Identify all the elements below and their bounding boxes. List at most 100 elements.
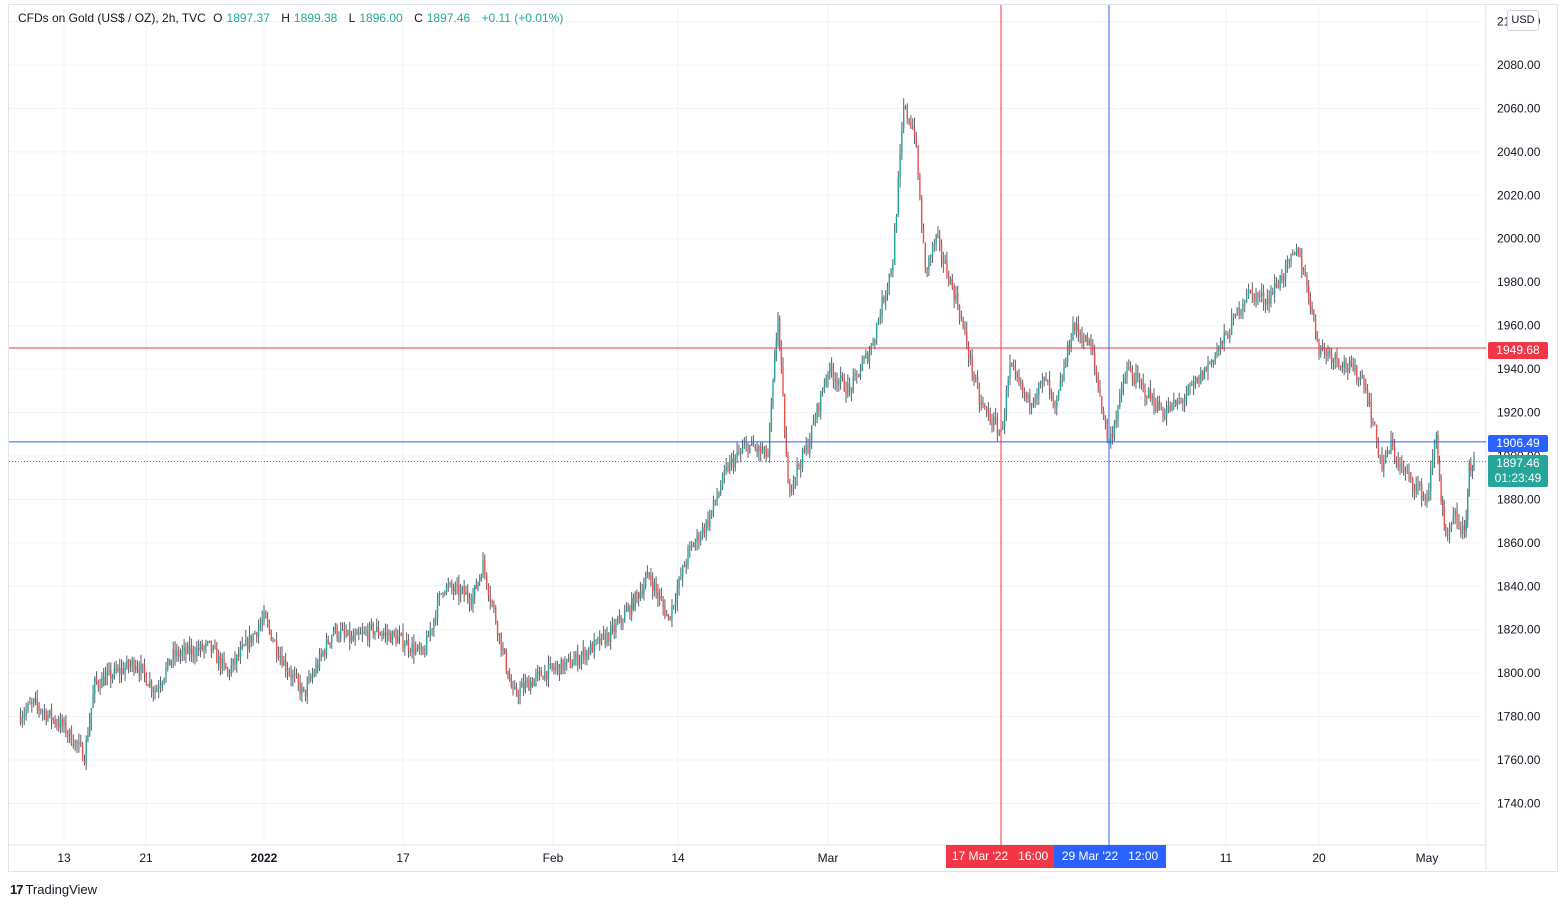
candle-down (906, 106, 908, 119)
candle-down (832, 371, 835, 381)
candle-down (760, 446, 762, 453)
candle-up (140, 663, 142, 674)
candle-up (1057, 390, 1060, 400)
candle-up (1207, 363, 1209, 371)
candle-up (676, 588, 679, 602)
candle-up (1284, 263, 1287, 279)
candle-up (170, 660, 173, 666)
candle-up (1192, 381, 1195, 386)
candle-down (1361, 376, 1363, 378)
candle-down (937, 234, 939, 237)
candle-up (190, 647, 193, 655)
candle-down (214, 646, 216, 649)
candle-up (1415, 484, 1417, 492)
candle-up (1036, 395, 1038, 399)
candle-up (1428, 491, 1430, 502)
candle-down (620, 616, 622, 622)
candle-down (324, 651, 326, 655)
candle-down (641, 591, 643, 595)
candle-down (110, 669, 112, 680)
candle-down (237, 654, 240, 657)
candle-up (767, 455, 769, 457)
candle-down (1086, 335, 1089, 346)
candle-up (1178, 400, 1180, 402)
chart-frame[interactable] (8, 4, 1558, 872)
candle-down (667, 614, 670, 617)
candle-up (325, 639, 328, 655)
candle-down (1068, 344, 1071, 350)
candle-down (780, 342, 783, 366)
candle-up (78, 742, 80, 745)
candle-down (939, 236, 941, 243)
candle-up (944, 260, 946, 264)
candle-up (416, 645, 419, 649)
candle-up (165, 667, 167, 679)
candle-down (714, 500, 716, 502)
candle-up (59, 719, 62, 728)
tradingview-logo[interactable]: 17 TradingView (10, 882, 97, 897)
candle-up (879, 316, 881, 320)
candle-down (1363, 377, 1365, 387)
candle-up (442, 592, 444, 594)
candle-up (318, 653, 321, 668)
candle-down (1133, 378, 1135, 385)
candle-up (181, 651, 184, 655)
candle-up (1244, 300, 1246, 304)
candle-down (830, 363, 833, 372)
candle-up (960, 318, 963, 320)
blue-time-date: 29 Mar '22 (1061, 849, 1119, 863)
candle-up (928, 257, 930, 270)
candle-up (777, 318, 779, 341)
candle-up (1002, 426, 1004, 430)
candle-down (782, 365, 784, 395)
candle-down (948, 275, 950, 285)
candle-down (1104, 417, 1107, 422)
candle-up (347, 630, 349, 636)
candle-down (636, 592, 638, 594)
candle-down (485, 573, 488, 586)
candle-down (1424, 495, 1426, 497)
candle-up (113, 667, 116, 677)
candle-down (662, 600, 664, 607)
candle-up (694, 541, 696, 548)
candle-up (400, 633, 402, 635)
candle-up (729, 461, 731, 471)
candle-up (580, 655, 583, 661)
candle-up (888, 274, 890, 287)
low-label: L (348, 11, 356, 25)
candle-down (1045, 376, 1047, 382)
grid-layer (9, 5, 1487, 870)
candle-down (402, 633, 404, 648)
candle-up (431, 628, 433, 630)
candle-up (870, 345, 872, 353)
candle-down (1054, 400, 1056, 407)
candle-down (651, 581, 654, 591)
price-tick-label: 1960.00 (1497, 319, 1541, 333)
candle-down (747, 444, 749, 453)
candle-down (418, 645, 421, 651)
candle-up (575, 653, 577, 660)
candle-down (281, 655, 283, 666)
candle-down (1275, 283, 1278, 286)
candle-up (1332, 359, 1335, 363)
candle-down (856, 372, 858, 375)
candle-up (930, 255, 932, 258)
candle-up (1034, 398, 1036, 403)
candle-down (272, 640, 274, 642)
candle-down (508, 677, 511, 681)
candle-down (1302, 269, 1305, 275)
candle-up (126, 660, 128, 669)
candle-down (692, 545, 695, 548)
candle-up (1454, 510, 1456, 516)
candle-down (1311, 307, 1313, 311)
candle-down (243, 645, 245, 647)
symbol-title[interactable]: CFDs on Gold (US$ / OZ), 2h, TVC (18, 11, 206, 25)
candle-down (152, 690, 155, 692)
candle-down (1392, 439, 1394, 447)
candle-up (863, 357, 865, 363)
currency-button[interactable]: USD (1507, 10, 1539, 31)
candle-up (1422, 495, 1425, 500)
candle-down (142, 663, 144, 666)
candle-down (1350, 361, 1353, 365)
